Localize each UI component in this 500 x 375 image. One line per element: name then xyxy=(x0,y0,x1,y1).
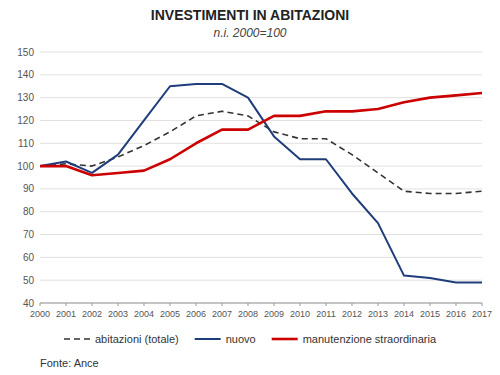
x-tick xyxy=(300,303,301,306)
x-tick-label: 2005 xyxy=(160,309,180,319)
x-tick-label: 2015 xyxy=(420,309,440,319)
legend-item: nuovo xyxy=(195,333,256,345)
grid-line xyxy=(40,188,482,189)
grid-line xyxy=(40,143,482,144)
x-tick-label: 2013 xyxy=(368,309,388,319)
y-tick-label: 140 xyxy=(17,69,34,80)
x-tick xyxy=(378,303,379,306)
x-tick xyxy=(92,303,93,306)
x-tick-label: 2004 xyxy=(134,309,154,319)
legend-label: abitazioni (totale) xyxy=(95,333,179,345)
x-tick xyxy=(326,303,327,306)
x-tick xyxy=(248,303,249,306)
legend-item: manutenzione straordinaria xyxy=(272,333,437,345)
legend-label: nuovo xyxy=(226,333,256,345)
grid-line xyxy=(40,166,482,167)
grid-line xyxy=(40,303,482,304)
x-tick xyxy=(482,303,483,306)
x-tick-label: 2001 xyxy=(56,309,76,319)
x-tick-label: 2014 xyxy=(394,309,414,319)
x-tick-label: 2009 xyxy=(264,309,284,319)
y-tick-label: 70 xyxy=(23,229,35,240)
x-tick-label: 2007 xyxy=(212,309,232,319)
x-tick xyxy=(404,303,405,306)
y-tick-label: 110 xyxy=(18,138,34,149)
x-tick xyxy=(40,303,41,306)
x-tick-label: 2008 xyxy=(238,309,258,319)
x-tick xyxy=(222,303,223,306)
y-tick-label: 40 xyxy=(23,298,35,309)
x-tick xyxy=(170,303,171,306)
series-line xyxy=(40,93,482,175)
x-tick xyxy=(118,303,119,306)
x-tick-label: 2017 xyxy=(472,309,492,319)
grid-line xyxy=(40,234,482,235)
x-axis-line xyxy=(40,303,482,304)
x-tick-label: 2003 xyxy=(108,309,128,319)
x-tick xyxy=(352,303,353,306)
y-tick-label: 60 xyxy=(23,252,35,263)
legend-swatch xyxy=(195,338,221,340)
title: INVESTIMENTI IN ABITAZIONI xyxy=(151,7,349,23)
x-tick xyxy=(144,303,145,306)
grid-line xyxy=(40,97,482,98)
y-tick-label: 50 xyxy=(23,275,35,286)
grid-line xyxy=(40,211,482,212)
annotation: Fonte: Ance xyxy=(40,357,99,369)
grid xyxy=(40,52,482,303)
x-tick xyxy=(66,303,67,306)
grid-line xyxy=(40,280,482,281)
x-tick-label: 2002 xyxy=(82,309,102,319)
y-tick-label: 90 xyxy=(23,183,35,194)
x-tick-label: 2016 xyxy=(446,309,466,319)
x-tick-label: 2006 xyxy=(186,309,206,319)
x-tick xyxy=(456,303,457,306)
x-tick xyxy=(196,303,197,306)
y-tick-label: 130 xyxy=(17,92,34,103)
x-tick xyxy=(430,303,431,306)
grid-line xyxy=(40,52,482,53)
series-line xyxy=(40,84,482,283)
x-tick-label: 2011 xyxy=(316,309,335,319)
legend-swatch xyxy=(64,338,90,340)
plot-area xyxy=(40,84,482,283)
y-tick-label: 80 xyxy=(23,206,35,217)
x-tick-label: 2000 xyxy=(30,309,50,319)
subtitle: n.i. 2000=100 xyxy=(213,26,286,40)
y-tick-label: 100 xyxy=(17,161,34,172)
y-tick-label: 120 xyxy=(17,115,34,126)
legend-item: abitazioni (totale) xyxy=(64,333,179,345)
x-tick xyxy=(274,303,275,306)
y-tick-label: 150 xyxy=(17,47,34,58)
legend-swatch xyxy=(272,338,298,341)
grid-line xyxy=(40,74,482,75)
chart: INVESTIMENTI IN ABITAZIONI n.i. 2000=100 4… xyxy=(0,0,500,375)
x-tick-label: 2012 xyxy=(342,309,362,319)
grid-line xyxy=(40,120,482,121)
grid-line xyxy=(40,257,482,258)
legend-label: manutenzione straordinaria xyxy=(303,333,437,345)
x-tick-label: 2010 xyxy=(290,309,310,319)
legend: abitazioni (totale) nuovo manutenzione str… xyxy=(64,333,437,345)
